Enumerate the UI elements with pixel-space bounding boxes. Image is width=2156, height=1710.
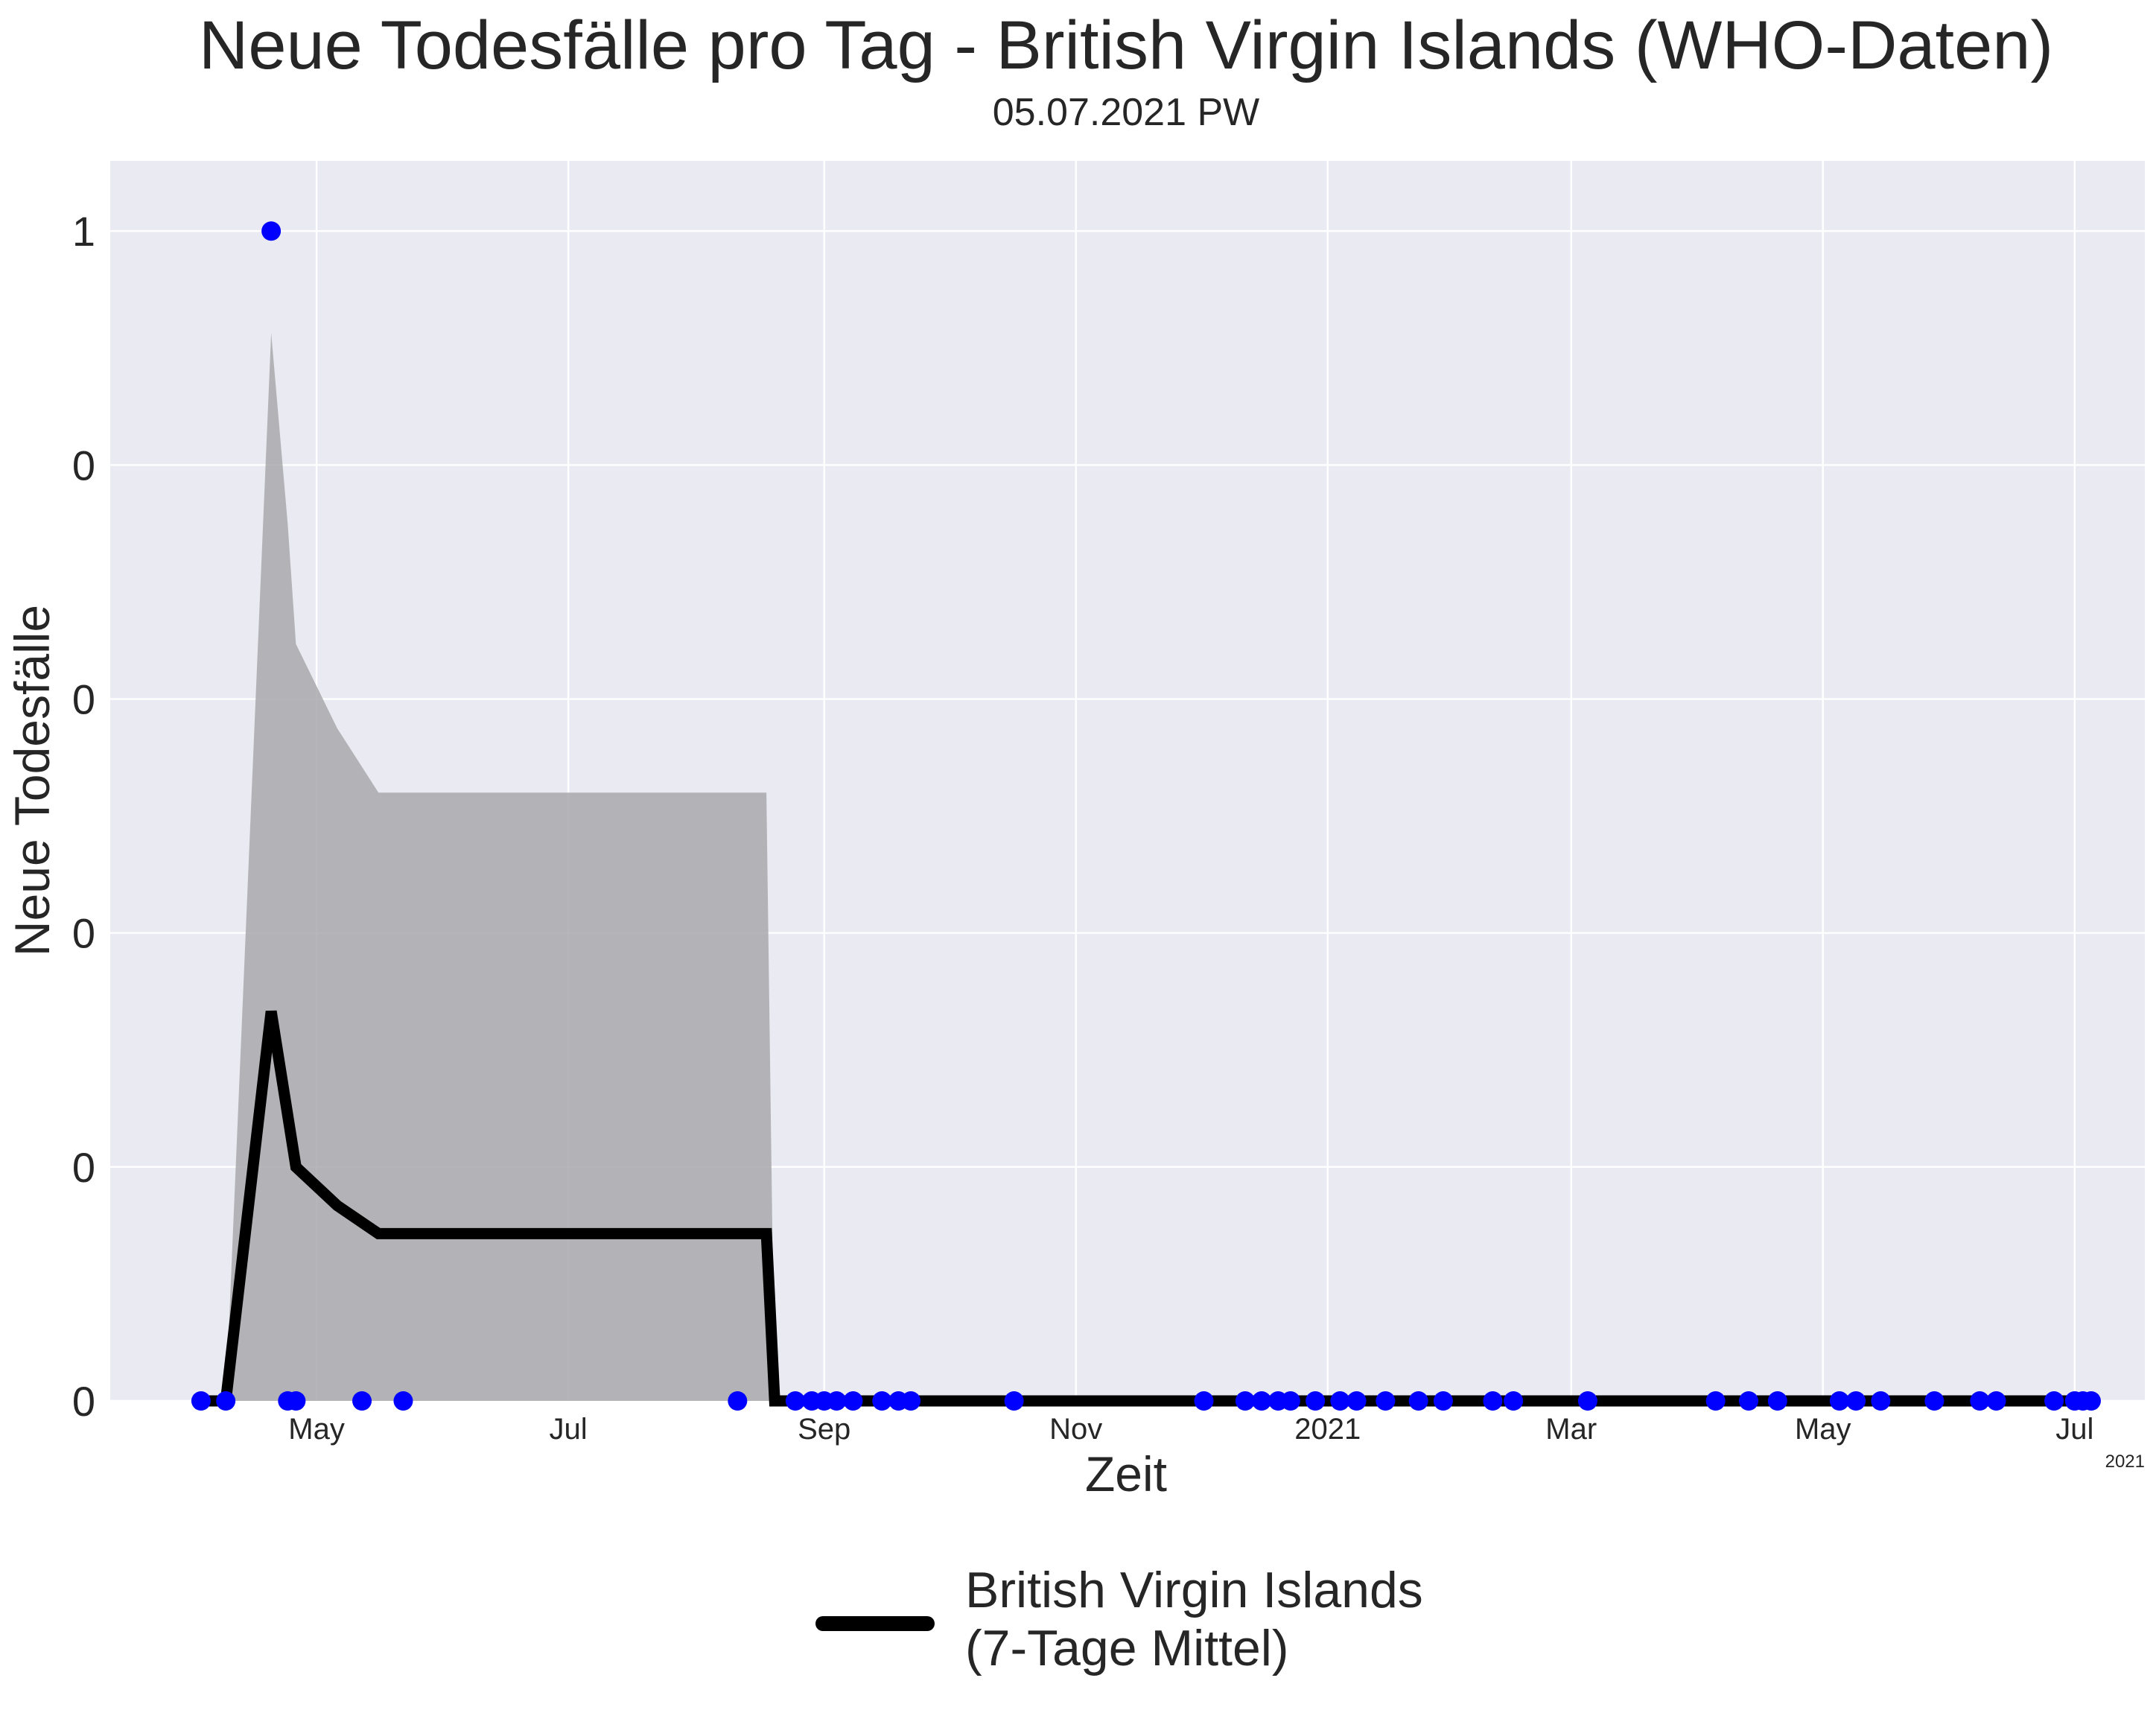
x-tick-label: Mar	[1545, 1413, 1597, 1446]
data-point	[1871, 1391, 1891, 1411]
series-line	[200, 1010, 2096, 1407]
y-axis-label: Neue Todesfälle	[4, 605, 60, 956]
y-tick-label: 0	[72, 1378, 95, 1425]
data-point	[1846, 1391, 1866, 1411]
data-point	[1483, 1391, 1503, 1411]
data-point	[1705, 1391, 1726, 1411]
confidence-band	[226, 332, 775, 1402]
band-area	[226, 332, 775, 1402]
data-point	[827, 1391, 847, 1411]
data-point	[2081, 1391, 2101, 1411]
data-point	[1252, 1391, 1272, 1411]
data-point	[1970, 1391, 1990, 1411]
data-point	[1767, 1391, 1787, 1411]
data-point	[872, 1391, 892, 1411]
data-point	[191, 1391, 211, 1411]
y-tick-label: 0	[72, 1144, 95, 1191]
chart-title: Neue Todesfälle pro Tag - British Virgin…	[199, 7, 2053, 83]
mean-line	[200, 1010, 2096, 1407]
data-point	[1280, 1391, 1300, 1411]
x-tick-label: 2021	[1294, 1413, 1361, 1446]
data-point	[1924, 1391, 1944, 1411]
x-tick-label: Jul	[2055, 1413, 2093, 1446]
daily-points	[191, 221, 2101, 1411]
x-tick-label: Jul	[550, 1413, 588, 1446]
data-point	[843, 1391, 863, 1411]
data-point	[261, 221, 282, 241]
data-point	[1829, 1391, 1849, 1411]
data-point	[785, 1391, 805, 1411]
data-point	[1330, 1391, 1350, 1411]
data-point	[1504, 1391, 1524, 1411]
data-point	[901, 1391, 921, 1411]
x-tick-label: May	[288, 1413, 345, 1446]
data-point	[2044, 1391, 2064, 1411]
data-point	[216, 1391, 236, 1411]
data-point	[1986, 1391, 2006, 1411]
data-point	[728, 1391, 748, 1411]
data-point	[1376, 1391, 1396, 1411]
data-point	[393, 1391, 413, 1411]
x-tick-labels: May Jul Sep Nov 2021 Mar May Jul	[288, 1413, 2093, 1446]
data-point	[1408, 1391, 1428, 1411]
x-offset-label: 2021	[2105, 1452, 2145, 1472]
x-tick-label: May	[1795, 1413, 1851, 1446]
legend-label: British Virgin Islands (7-Tage Mittel)	[965, 1562, 1423, 1676]
data-point	[1306, 1391, 1326, 1411]
data-point	[1194, 1391, 1214, 1411]
x-tick-label: Nov	[1049, 1413, 1102, 1446]
legend: British Virgin Islands (7-Tage Mittel)	[815, 1562, 1423, 1676]
data-point	[1346, 1391, 1367, 1411]
data-point	[352, 1391, 372, 1411]
x-tick-label: Sep	[798, 1413, 850, 1446]
y-tick-labels: 0 0 0 0 0 1	[72, 208, 95, 1425]
x-axis-label: Zeit	[1085, 1446, 1167, 1501]
data-point	[286, 1391, 306, 1411]
y-tick-label: 0	[72, 676, 95, 723]
data-point	[1235, 1391, 1255, 1411]
y-tick-label: 1	[72, 208, 95, 255]
data-point	[1433, 1391, 1453, 1411]
data-point	[1004, 1391, 1024, 1411]
chart-subtitle: 05.07.2021 PW	[993, 91, 1259, 134]
data-point	[1577, 1391, 1597, 1411]
y-tick-label: 0	[72, 442, 95, 489]
y-tick-label: 0	[72, 910, 95, 957]
data-point	[1739, 1391, 1759, 1411]
